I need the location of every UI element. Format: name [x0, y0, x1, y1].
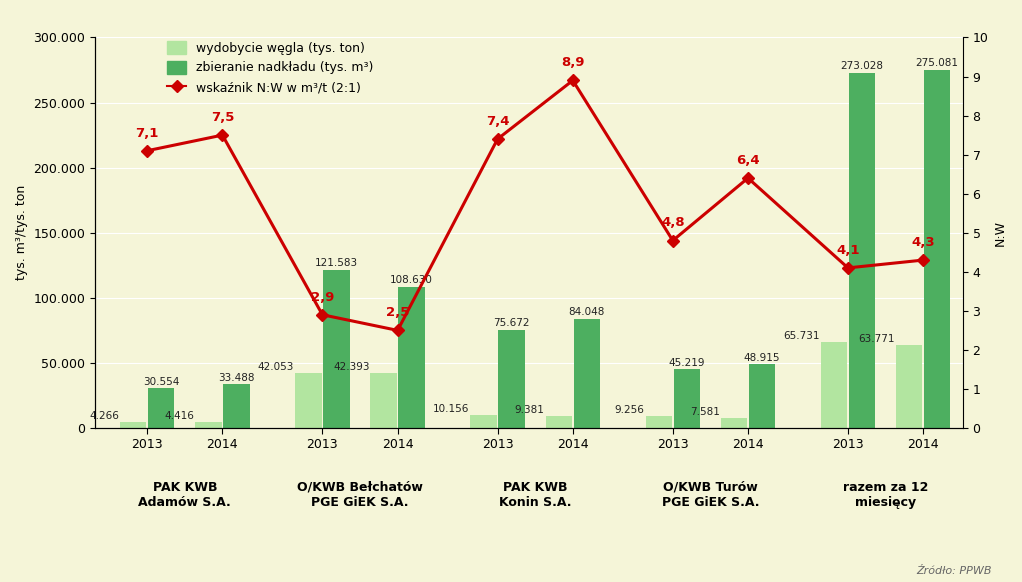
Text: 108.630: 108.630: [390, 275, 433, 285]
Bar: [148, 388, 175, 428]
Text: 6,4: 6,4: [736, 154, 759, 167]
Bar: [223, 385, 249, 428]
Text: 48.915: 48.915: [744, 353, 780, 363]
Text: Źródło: PPWB: Źródło: PPWB: [916, 566, 991, 576]
Bar: [546, 416, 572, 428]
Bar: [295, 373, 322, 428]
Bar: [673, 369, 700, 428]
Bar: [849, 73, 875, 428]
Bar: [370, 373, 397, 428]
Text: 2,5: 2,5: [386, 306, 409, 320]
Text: 84.048: 84.048: [568, 307, 605, 317]
Bar: [896, 345, 922, 428]
Text: 42.393: 42.393: [333, 362, 370, 372]
Text: O/KWB Turów
PGE GiEK S.A.: O/KWB Turów PGE GiEK S.A.: [661, 481, 759, 509]
Text: 65.731: 65.731: [784, 331, 820, 342]
Text: razem za 12
miesięcy: razem za 12 miesięcy: [843, 481, 928, 509]
Bar: [120, 423, 146, 428]
Text: 33.488: 33.488: [219, 373, 254, 383]
Text: 4,1: 4,1: [836, 244, 860, 257]
Text: 7,1: 7,1: [136, 127, 158, 140]
Text: 4.266: 4.266: [89, 411, 120, 421]
Bar: [721, 418, 747, 428]
Text: PAK KWB
Adamów S.A.: PAK KWB Adamów S.A.: [138, 481, 231, 509]
Text: 121.583: 121.583: [315, 258, 358, 268]
Bar: [573, 318, 600, 428]
Text: 10.156: 10.156: [433, 404, 469, 414]
Bar: [821, 342, 847, 428]
Text: 275.081: 275.081: [916, 58, 959, 68]
Text: O/KWB Bełchatów
PGE GiEK S.A.: O/KWB Bełchatów PGE GiEK S.A.: [297, 481, 423, 509]
Bar: [323, 269, 350, 428]
Text: 8,9: 8,9: [561, 56, 585, 69]
Text: 75.672: 75.672: [494, 318, 529, 328]
Y-axis label: N:W: N:W: [994, 220, 1007, 246]
Bar: [924, 70, 950, 428]
Bar: [749, 364, 776, 428]
Text: 7.581: 7.581: [690, 407, 719, 417]
Text: 2,9: 2,9: [311, 290, 334, 304]
Text: 30.554: 30.554: [143, 377, 180, 386]
Bar: [499, 329, 525, 428]
Text: 7,4: 7,4: [485, 115, 509, 128]
Text: 4,3: 4,3: [912, 236, 935, 249]
Text: 45.219: 45.219: [668, 357, 705, 368]
Bar: [399, 286, 425, 428]
Legend: wydobycie węgla (tys. ton), zbieranie nadkładu (tys. m³), wskaźnik N:W w m³/t (2: wydobycie węgla (tys. ton), zbieranie na…: [162, 36, 378, 100]
Text: 9.381: 9.381: [515, 404, 545, 415]
Bar: [195, 423, 222, 428]
Text: 63.771: 63.771: [858, 334, 895, 344]
Text: 273.028: 273.028: [840, 61, 884, 71]
Text: 7,5: 7,5: [211, 111, 234, 124]
Bar: [470, 415, 497, 428]
Text: 4,8: 4,8: [661, 217, 685, 229]
Text: 4.416: 4.416: [165, 411, 194, 421]
Text: 42.053: 42.053: [258, 362, 294, 372]
Text: 9.256: 9.256: [615, 405, 645, 415]
Y-axis label: tys. m³/tys. ton: tys. m³/tys. ton: [15, 185, 28, 281]
Bar: [646, 416, 671, 428]
Text: PAK KWB
Konin S.A.: PAK KWB Konin S.A.: [499, 481, 571, 509]
